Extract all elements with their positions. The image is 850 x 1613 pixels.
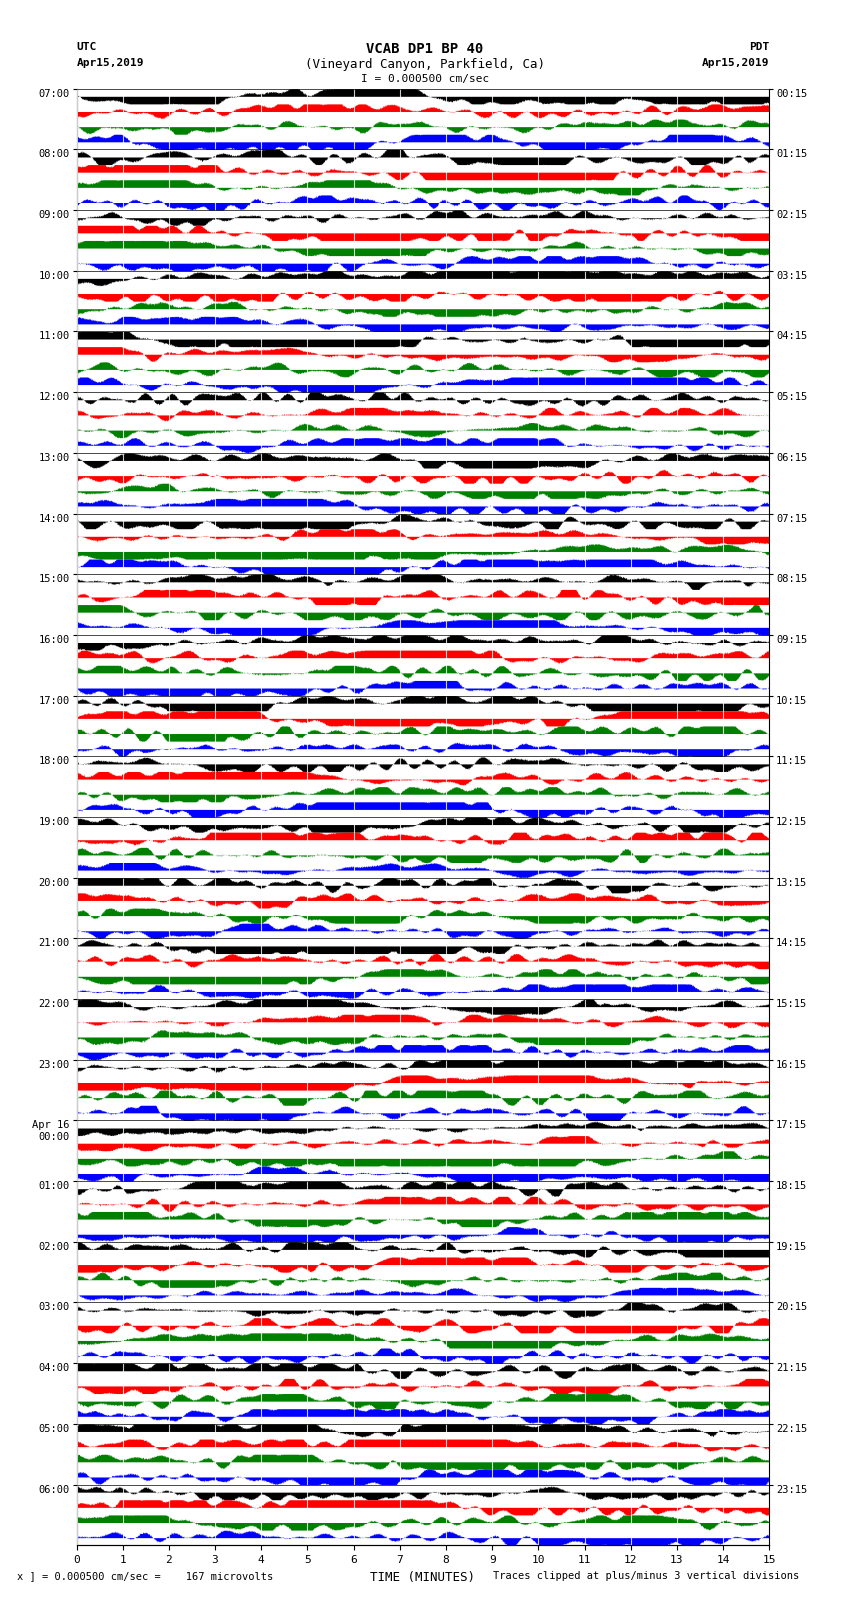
Text: UTC: UTC — [76, 42, 97, 52]
Text: Apr15,2019: Apr15,2019 — [702, 58, 769, 68]
Text: Traces clipped at plus/minus 3 vertical divisions: Traces clipped at plus/minus 3 vertical … — [493, 1571, 799, 1581]
X-axis label: TIME (MINUTES): TIME (MINUTES) — [371, 1571, 475, 1584]
Text: (Vineyard Canyon, Parkfield, Ca): (Vineyard Canyon, Parkfield, Ca) — [305, 58, 545, 71]
Text: VCAB DP1 BP 40: VCAB DP1 BP 40 — [366, 42, 484, 56]
Text: PDT: PDT — [749, 42, 769, 52]
Text: x ] = 0.000500 cm/sec =    167 microvolts: x ] = 0.000500 cm/sec = 167 microvolts — [17, 1571, 273, 1581]
Text: I = 0.000500 cm/sec: I = 0.000500 cm/sec — [361, 74, 489, 84]
Text: Apr15,2019: Apr15,2019 — [76, 58, 144, 68]
